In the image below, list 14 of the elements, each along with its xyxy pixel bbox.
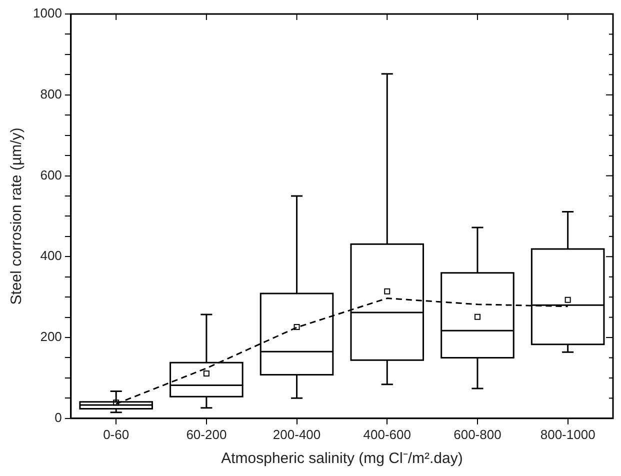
x-tick-label: 0-60 — [103, 426, 130, 442]
x-tick-label: 600-800 — [454, 426, 502, 442]
y-tick-label: 400 — [40, 248, 62, 264]
y-tick-label: 200 — [40, 329, 62, 344]
y-tick-label: 800 — [40, 86, 62, 102]
x-axis-title: Atmospheric salinity (mg Cl⁻/m².day) — [221, 450, 463, 468]
x-tick-label: 400-600 — [363, 426, 411, 442]
y-tick-label: 600 — [40, 167, 62, 182]
y-axis-title: Steel corrosion rate (µm/y) — [8, 128, 26, 305]
x-tick-label: 200-400 — [272, 426, 321, 442]
y-tick-label: 0 — [54, 410, 62, 425]
y-tick-label: 1000 — [33, 6, 62, 21]
x-tick-label: 60-200 — [186, 426, 227, 442]
x-tick-label: 800-1000 — [540, 426, 596, 442]
